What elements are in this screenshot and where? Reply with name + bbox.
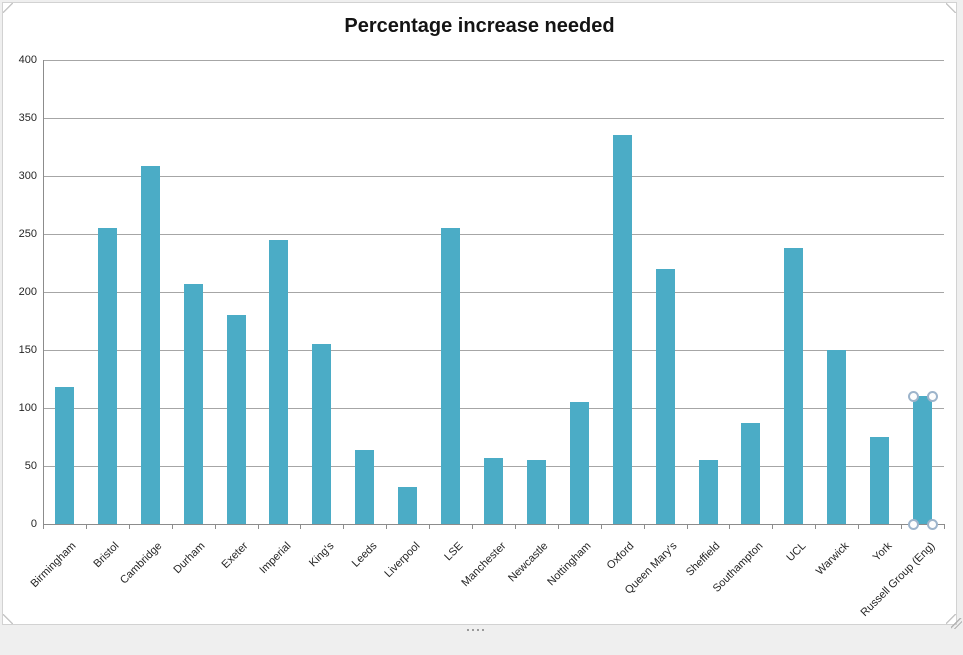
- bar[interactable]: [741, 423, 761, 524]
- y-axis-tick-label: 300: [18, 170, 37, 182]
- x-axis-tick: [944, 524, 945, 529]
- x-axis-tick: [514, 524, 516, 529]
- x-axis-label: Russell Group (Eng): [858, 540, 938, 619]
- bar[interactable]: [97, 228, 117, 524]
- excel-chart-window: Percentage increase needed 0 50 100 150 200 2…: [0, 2, 963, 632]
- chart-title: Percentage increase needed: [344, 15, 615, 37]
- x-axis-label: Birmingham: [28, 540, 79, 590]
- y-axis-tick-label: 50: [24, 460, 37, 472]
- x-axis-label: Imperial: [257, 540, 294, 577]
- bar[interactable]: [441, 228, 461, 524]
- bar[interactable]: [698, 460, 718, 524]
- bar[interactable]: [140, 165, 160, 524]
- x-axis-label: Queen Mary's: [622, 540, 680, 597]
- x-axis-label: Newcastle: [506, 540, 551, 585]
- gridline: [43, 292, 944, 293]
- x-axis-tick: [43, 524, 44, 529]
- x-axis-line: [43, 524, 944, 525]
- chart-frame[interactable]: Percentage increase needed 0 50 100 150 200 2…: [2, 2, 957, 625]
- bar[interactable]: [913, 396, 933, 524]
- x-axis-tick: [85, 524, 87, 529]
- x-axis-tick: [472, 524, 474, 529]
- bar[interactable]: [226, 315, 246, 524]
- bar[interactable]: [54, 387, 74, 524]
- plot-area: 0 50 100 150 200 250 300 350 400 Birmingham Bristo…: [3, 3, 963, 635]
- bar[interactable]: [612, 135, 632, 524]
- bar[interactable]: [312, 344, 332, 524]
- x-axis-label: LSE: [441, 540, 466, 564]
- x-axis-label: UCL: [784, 540, 809, 565]
- x-axis-tick: [686, 524, 688, 529]
- bar[interactable]: [526, 460, 546, 524]
- x-axis-label: Sheffield: [683, 540, 723, 579]
- bar[interactable]: [827, 350, 847, 524]
- x-axis-label: Cambridge: [118, 540, 165, 587]
- y-axis-tick-label: 0: [30, 518, 37, 530]
- y-axis-tick-label: 400: [18, 54, 37, 66]
- worksheet-bottom-strip: [0, 625, 963, 632]
- gridline: [43, 408, 944, 409]
- selection-handle-icon[interactable]: [926, 518, 938, 530]
- x-axis-tick: [858, 524, 860, 529]
- x-axis-tick: [901, 524, 903, 529]
- selection-handle-icon[interactable]: [926, 390, 938, 402]
- grip-dot: [477, 629, 479, 631]
- x-axis-tick: [214, 524, 216, 529]
- bar[interactable]: [870, 437, 890, 524]
- x-axis-label: Warwick: [813, 540, 852, 578]
- x-axis-label: Liverpool: [382, 540, 423, 581]
- y-axis-tick-label: 100: [18, 402, 37, 414]
- gridline: [43, 60, 944, 61]
- y-axis-tick-label: 150: [18, 344, 37, 356]
- bar[interactable]: [398, 486, 418, 524]
- bar[interactable]: [655, 268, 675, 524]
- y-axis-tick-label: 350: [18, 112, 37, 124]
- x-axis-tick: [643, 524, 645, 529]
- x-axis-label: Exeter: [219, 540, 251, 571]
- gridline: [43, 234, 944, 235]
- bar[interactable]: [183, 283, 203, 524]
- x-axis-tick: [429, 524, 431, 529]
- gridline: [43, 350, 944, 351]
- chart-corner-fold-bottom-left: [3, 614, 13, 624]
- x-axis-label: Nottingham: [545, 540, 594, 589]
- chart-corner-fold-top-right: [946, 3, 956, 13]
- bar[interactable]: [484, 457, 503, 524]
- x-axis-tick: [257, 524, 259, 529]
- x-axis-label: Leeds: [349, 540, 380, 570]
- gridline: [43, 176, 944, 177]
- x-axis-tick: [729, 524, 731, 529]
- x-axis-label: Durham: [171, 540, 208, 577]
- x-axis-tick: [300, 524, 302, 529]
- x-axis-label: Oxford: [604, 540, 637, 572]
- bar[interactable]: [784, 247, 804, 524]
- x-axis-label: Southampton: [710, 540, 766, 595]
- selection-handle-icon[interactable]: [907, 390, 919, 402]
- x-axis-tick: [772, 524, 774, 529]
- resize-corner-icon[interactable]: [951, 618, 962, 629]
- x-axis-tick: [386, 524, 388, 529]
- x-axis-tick: [557, 524, 559, 529]
- selection-handle-icon[interactable]: [907, 518, 919, 530]
- x-axis-label: Bristol: [91, 540, 122, 571]
- x-axis-tick: [128, 524, 130, 529]
- y-axis-tick-label: 200: [18, 286, 37, 298]
- x-axis-tick: [815, 524, 817, 529]
- x-axis-label: King's: [306, 540, 337, 570]
- bar[interactable]: [355, 449, 375, 524]
- x-axis-label: Manchester: [458, 540, 508, 590]
- gridline: [43, 118, 944, 119]
- y-axis-tick-label: 250: [18, 228, 37, 240]
- x-axis-label: York: [870, 540, 895, 564]
- bar[interactable]: [269, 239, 289, 524]
- grip-dot: [472, 629, 474, 631]
- bar[interactable]: [569, 402, 589, 524]
- grip-dot: [482, 629, 484, 631]
- y-axis-line: [43, 60, 44, 529]
- x-axis-tick: [343, 524, 345, 529]
- x-axis-tick: [171, 524, 173, 529]
- grip-dot: [467, 629, 469, 631]
- chart-corner-fold-top-left: [3, 3, 13, 13]
- x-axis-tick: [600, 524, 602, 529]
